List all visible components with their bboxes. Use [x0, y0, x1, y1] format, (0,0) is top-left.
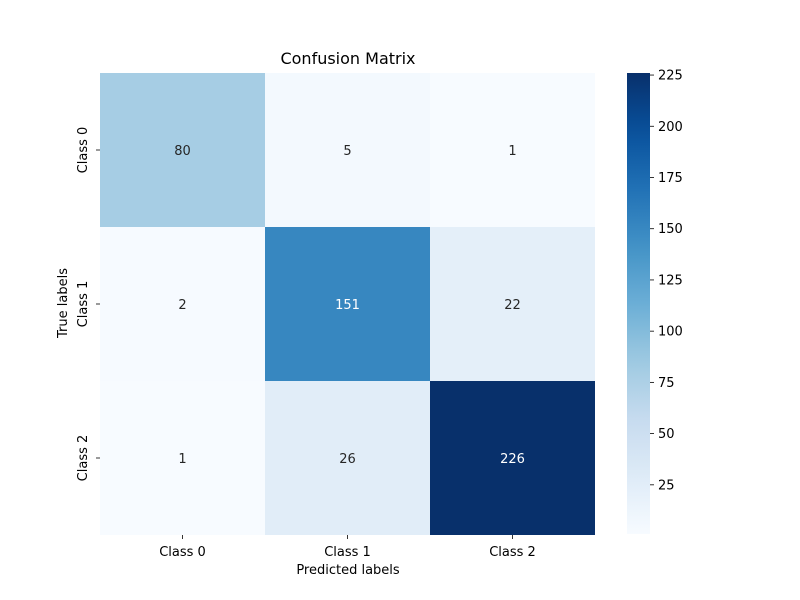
colorbar-tick-label-1: 50 [658, 427, 675, 442]
x-tick-label-0: Class 0 [159, 545, 206, 560]
cell-value-r1-c0: 2 [178, 298, 186, 313]
colorbar-tick-label-4: 125 [658, 273, 683, 288]
y-axis-ticks: Class 0 Class 1 Class 2 [76, 127, 100, 482]
cell-value-r0-c2: 1 [508, 144, 516, 159]
cell-value-r2-c0: 1 [178, 452, 186, 467]
cell-value-r0-c0: 80 [174, 144, 191, 159]
cell-r1-c2 [430, 227, 595, 381]
colorbar-ticks: 25 50 75 100 125 150 175 200 225 [650, 69, 683, 493]
cell-r1-c0 [100, 227, 265, 381]
y-tick-label-0: Class 0 [76, 127, 91, 174]
chart-title: Confusion Matrix [280, 49, 415, 68]
cell-r0-c1 [265, 73, 430, 227]
colorbar-tick-label-3: 100 [658, 325, 683, 340]
colorbar-tick-label-8: 225 [658, 69, 683, 84]
x-tick-label-2: Class 2 [489, 545, 536, 560]
cell-r2-c0 [100, 381, 265, 535]
cell-r0-c2 [430, 73, 595, 227]
colorbar-tick-label-0: 25 [658, 478, 675, 493]
cell-r1-c1 [265, 227, 430, 381]
cell-value-r0-c1: 5 [343, 144, 351, 159]
colorbar-tick-label-6: 175 [658, 171, 683, 186]
x-tick-label-1: Class 1 [324, 545, 371, 560]
colorbar [627, 73, 650, 534]
colorbar-tick-label-7: 200 [658, 120, 683, 135]
colorbar-tick-label-2: 75 [658, 376, 675, 391]
cell-r2-c2 [430, 381, 595, 535]
cell-value-r2-c1: 26 [339, 452, 356, 467]
colorbar-tick-label-5: 150 [658, 222, 683, 237]
cell-value-r1-c1: 151 [335, 298, 360, 313]
cell-value-r2-c2: 226 [500, 452, 525, 467]
heatmap-cells [100, 73, 595, 535]
y-tick-label-1: Class 1 [76, 281, 91, 328]
x-axis-label: Predicted labels [296, 563, 400, 578]
cell-annotations: 80 5 1 2 151 22 1 26 226 [174, 144, 525, 467]
cell-r2-c1 [265, 381, 430, 535]
y-tick-label-2: Class 2 [76, 435, 91, 482]
y-axis-label: True labels [56, 268, 71, 339]
cell-value-r1-c2: 22 [504, 298, 521, 313]
x-axis-ticks: Class 0 Class 1 Class 2 [159, 535, 536, 560]
cell-r0-c0 [100, 73, 265, 227]
